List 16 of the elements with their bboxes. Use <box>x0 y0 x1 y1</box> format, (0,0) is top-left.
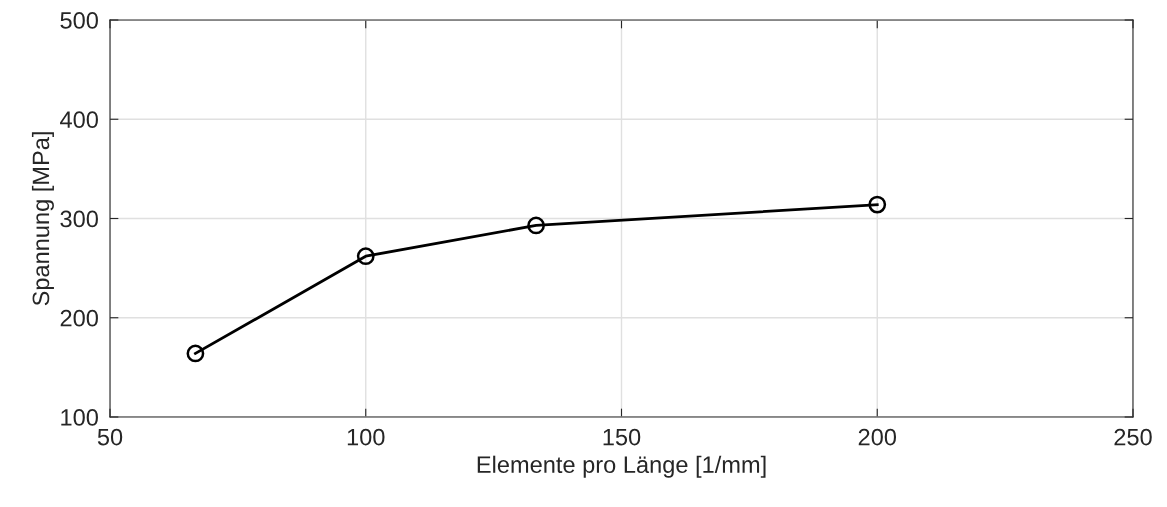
y-tick-label: 200 <box>60 309 98 327</box>
x-tick-label: 150 <box>603 428 641 446</box>
point <box>356 247 375 266</box>
y-tick-label: 300 <box>60 210 98 228</box>
x-axis-title: Elemente pro Länge [1/mm] <box>477 455 766 478</box>
y-tick-label: 100 <box>61 409 98 426</box>
y-tick-label: 400 <box>60 111 98 129</box>
point <box>527 216 545 235</box>
x-tick-label: 250 <box>1114 428 1152 446</box>
point <box>868 195 887 214</box>
y-tick-label: 500 <box>60 12 98 29</box>
point <box>186 344 205 363</box>
y-axis-title: Spannung [MPa] <box>31 132 54 306</box>
x-tick-label: 200 <box>858 428 897 446</box>
x-tick-label: 100 <box>347 428 385 446</box>
x-tick-label: 50 <box>97 428 123 446</box>
